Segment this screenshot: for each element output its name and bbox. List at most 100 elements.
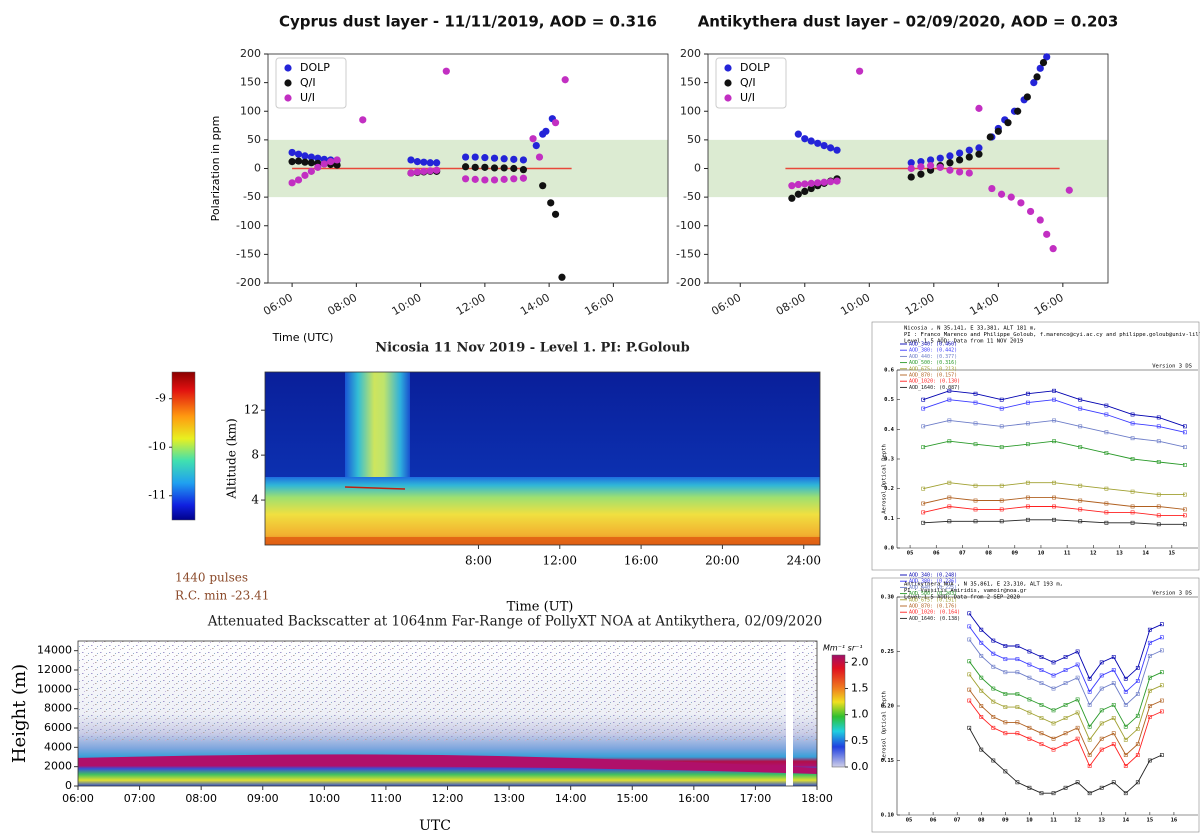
data-point bbox=[1033, 73, 1041, 81]
data-point bbox=[956, 168, 964, 176]
aod-line bbox=[968, 727, 1163, 794]
y-tick-label: -100 bbox=[236, 219, 261, 232]
data-point bbox=[814, 139, 822, 147]
aod-marker bbox=[947, 480, 952, 485]
x-tick-label: 16:00 bbox=[582, 291, 616, 318]
aod-marker bbox=[1156, 460, 1161, 464]
data-point bbox=[997, 190, 1006, 198]
data-point bbox=[551, 119, 560, 127]
x-tick-label: 08:00 bbox=[185, 792, 217, 805]
aod-marker bbox=[973, 498, 978, 503]
colorbar-label: Mm⁻¹ sr⁻¹ bbox=[823, 644, 863, 653]
aod-marker bbox=[1015, 670, 1020, 675]
aod-marker bbox=[1052, 504, 1056, 509]
aod-marker bbox=[1099, 660, 1104, 665]
x-tick-label: 10:00 bbox=[390, 291, 424, 318]
x-tick-label: 16:00 bbox=[678, 792, 710, 805]
data-point bbox=[535, 153, 544, 161]
x-tick-label: 10 bbox=[1038, 551, 1045, 557]
aod-marker bbox=[967, 611, 972, 616]
y-tick-label: 8 bbox=[251, 448, 259, 462]
aod-marker bbox=[1015, 780, 1020, 785]
x-tick-label: 16:00 bbox=[1032, 291, 1066, 318]
aod-marker bbox=[1183, 424, 1187, 429]
aod-marker bbox=[1159, 753, 1164, 757]
aod-marker bbox=[1039, 655, 1044, 659]
data-point bbox=[794, 180, 802, 189]
aod-marker bbox=[1123, 724, 1128, 729]
aod-marker bbox=[1078, 498, 1083, 503]
aod-marker bbox=[967, 659, 972, 664]
aod-line bbox=[968, 700, 1163, 767]
aod-marker bbox=[999, 519, 1004, 524]
data-point bbox=[801, 187, 809, 195]
data-point bbox=[288, 148, 296, 157]
colorbar-tick-label: -9 bbox=[155, 392, 166, 405]
aod-marker bbox=[1075, 675, 1080, 680]
aod-marker bbox=[973, 483, 978, 488]
aod-marker bbox=[1159, 635, 1164, 640]
aod-marker bbox=[1051, 660, 1056, 665]
y-axis-label: Aerosol Optical Depth bbox=[882, 691, 888, 761]
aod-marker bbox=[1039, 703, 1044, 707]
aod-marker bbox=[1130, 421, 1135, 426]
chart-title: Attenuated Backscatter at 1064nm Far-Ran… bbox=[207, 614, 822, 630]
aod-marker bbox=[1183, 513, 1187, 518]
aod-marker bbox=[999, 445, 1004, 450]
aod-marker bbox=[967, 725, 972, 730]
aod-marker bbox=[967, 687, 972, 692]
y-tick-label: 0 bbox=[694, 162, 701, 175]
panel-header: Antikythera_NOA , N 35,861, E 23,310, AL… bbox=[904, 582, 1063, 588]
data-point bbox=[532, 142, 540, 150]
y-tick-label: 0.30 bbox=[881, 595, 894, 601]
y-tick-label: 0.4 bbox=[884, 427, 895, 433]
legend-label: AOD_870: (0.157) bbox=[909, 373, 957, 379]
aod-line bbox=[968, 626, 1163, 693]
y-tick-label: 2000 bbox=[44, 760, 72, 773]
aod-line bbox=[923, 482, 1185, 496]
x-tick-label: 08 bbox=[985, 551, 992, 557]
aod-marker bbox=[1075, 780, 1080, 785]
aod-marker bbox=[1078, 397, 1083, 402]
data-point bbox=[965, 146, 973, 154]
version-label: Version 3 DS bbox=[1152, 591, 1192, 597]
data-point bbox=[490, 176, 499, 184]
x-tick-label: 15:00 bbox=[616, 792, 648, 805]
data-point bbox=[965, 169, 973, 177]
aod-marker bbox=[999, 498, 1004, 503]
aod-marker bbox=[1078, 507, 1083, 512]
aod-marker bbox=[1123, 764, 1128, 768]
aod-marker bbox=[991, 699, 996, 704]
aod-marker bbox=[1183, 445, 1187, 450]
data-point bbox=[294, 176, 303, 184]
panel-header: Nicosia , N 35,141, E 33,381, ALT 181 m, bbox=[904, 326, 1036, 332]
data-point bbox=[907, 173, 915, 181]
aod-marker bbox=[947, 519, 952, 524]
aod-marker bbox=[1075, 697, 1080, 702]
y-tick-label: 0.10 bbox=[881, 813, 894, 819]
data-point bbox=[407, 156, 415, 164]
aod-marker bbox=[999, 397, 1004, 402]
data-point bbox=[807, 184, 815, 193]
y-tick-label: 0.5 bbox=[884, 397, 894, 403]
data-point bbox=[301, 152, 309, 160]
y-tick-label: 12000 bbox=[37, 663, 72, 676]
aod-marker bbox=[1111, 668, 1116, 672]
data-point bbox=[500, 175, 508, 183]
data-point bbox=[807, 137, 815, 145]
x-tick-label: 14:00 bbox=[967, 291, 1001, 318]
aod-marker bbox=[1003, 670, 1008, 675]
legend-label: U/I bbox=[740, 91, 755, 104]
aod-marker bbox=[967, 672, 972, 677]
x-tick-label: 14 bbox=[1142, 551, 1149, 557]
aod-marker bbox=[1003, 644, 1008, 648]
aod-marker bbox=[1075, 710, 1080, 715]
y-tick-label: 150 bbox=[240, 76, 261, 89]
aod-marker bbox=[1078, 483, 1083, 488]
data-point bbox=[539, 182, 547, 190]
data-point bbox=[788, 194, 796, 202]
y-tick-label: 0.15 bbox=[881, 758, 894, 764]
legend-marker bbox=[284, 79, 292, 87]
data-point bbox=[833, 177, 841, 185]
